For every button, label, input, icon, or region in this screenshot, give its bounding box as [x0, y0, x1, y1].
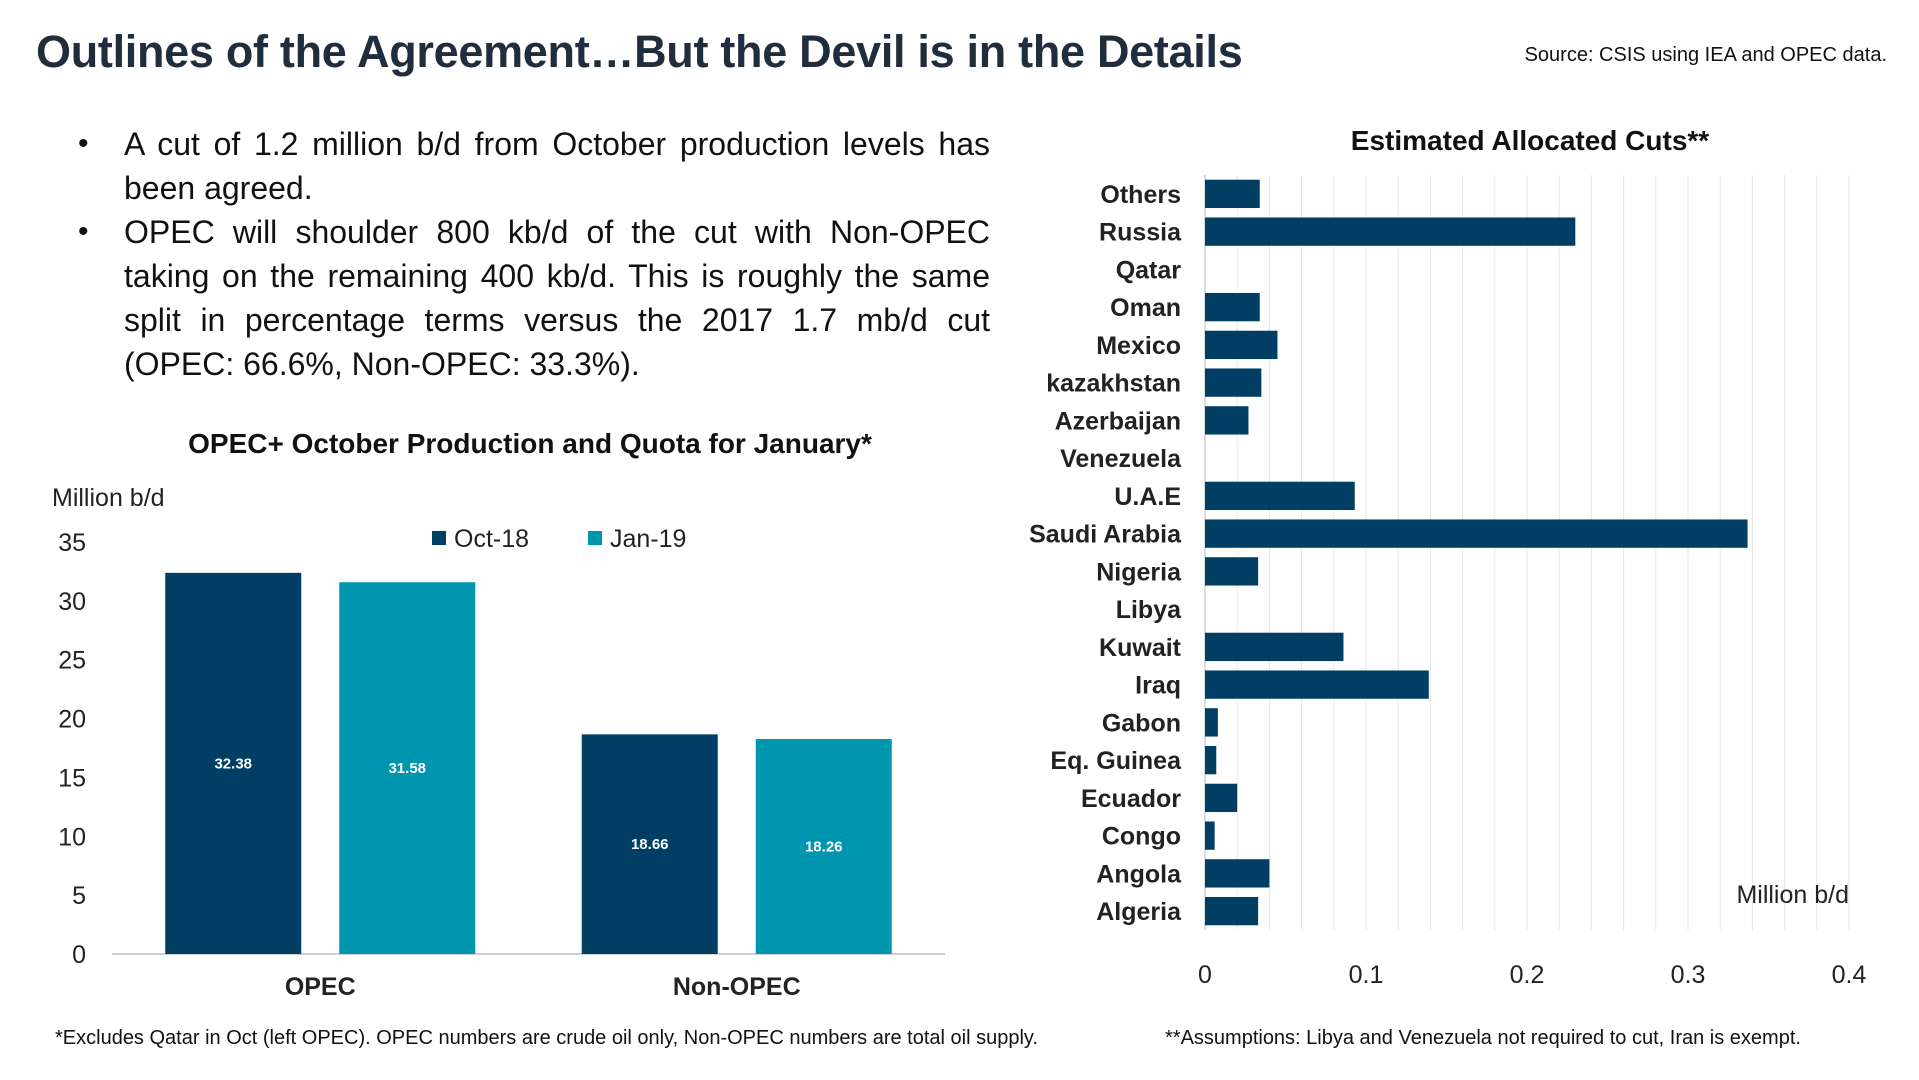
- right-bar-ecuador: [1205, 783, 1238, 813]
- right-x-tick-label: 0: [1198, 961, 1212, 989]
- right-category-label: Saudi Arabia: [1029, 521, 1182, 549]
- right-category-label: U.A.E: [1114, 483, 1181, 511]
- left-legend-label: Jan-19: [610, 525, 686, 553]
- left-bar-non-opec-jan-19: [755, 739, 892, 954]
- right-bar-congo: [1205, 821, 1215, 850]
- right-bar-mexico: [1205, 330, 1278, 360]
- left-bar-opec-jan-19: [339, 582, 476, 954]
- left-legend-label: Oct-18: [454, 525, 529, 553]
- left-y-tick-label: 5: [72, 882, 86, 910]
- right-category-label: Qatar: [1116, 256, 1182, 284]
- right-category-label: Angola: [1096, 860, 1182, 888]
- right-category-label: Congo: [1102, 823, 1181, 851]
- right-bar-azerbaijan: [1205, 406, 1249, 435]
- left-bar-opec-oct-18: [165, 572, 302, 954]
- right-x-axis-label: Million b/d: [1736, 881, 1849, 909]
- bullet-text: A cut of 1.2 million b/d from October pr…: [124, 126, 990, 206]
- left-y-tick-label: 30: [58, 588, 86, 616]
- right-category-label: Kuwait: [1099, 634, 1182, 662]
- right-bar-kazakhstan: [1205, 368, 1262, 397]
- left-y-tick-label: 25: [58, 647, 86, 675]
- right-category-label: Mexico: [1096, 332, 1181, 360]
- right-category-label: Eq. Guinea: [1050, 747, 1182, 775]
- page-title: Outlines of the Agreement…But the Devil …: [36, 26, 1243, 77]
- right-category-label: Others: [1100, 181, 1181, 209]
- right-bar-saudi-arabia: [1205, 519, 1748, 548]
- right-bar-oman: [1205, 292, 1260, 322]
- right-bar-angola: [1205, 859, 1270, 888]
- left-bar-non-opec-oct-18: [581, 734, 718, 954]
- left-bar-data-label: 32.38: [214, 755, 252, 772]
- right-category-label: Iraq: [1135, 672, 1181, 700]
- bullet-marker: •: [78, 215, 89, 248]
- left-bar-data-label: 31.58: [388, 760, 426, 777]
- right-category-label: Nigeria: [1096, 558, 1182, 586]
- right-bar-nigeria: [1205, 557, 1259, 586]
- right-bar-kuwait: [1205, 632, 1344, 662]
- right-bar-others: [1205, 179, 1260, 209]
- right-bar-eq-guinea: [1205, 745, 1217, 775]
- bullet-item: • A cut of 1.2 million b/d from October p…: [72, 122, 990, 210]
- right-category-label: Oman: [1110, 294, 1181, 322]
- left-bar-data-label: 18.66: [631, 836, 669, 853]
- left-x-category-label: Non-OPEC: [673, 973, 801, 1001]
- bullet-text: OPEC will shoulder 800 kb/d of the cut w…: [124, 214, 990, 382]
- left-x-category-label: OPEC: [285, 973, 356, 1001]
- right-category-label: Gabon: [1102, 709, 1181, 737]
- left-y-tick-label: 35: [58, 529, 86, 557]
- bullet-marker: •: [78, 127, 89, 160]
- source-note: Source: CSIS using IEA and OPEC data.: [1524, 44, 1887, 66]
- right-category-label: Libya: [1116, 596, 1182, 624]
- left-y-tick-label: 15: [58, 764, 86, 792]
- right-chart-title: Estimated Allocated Cuts**: [1350, 125, 1710, 156]
- right-bar-u-a-e: [1205, 481, 1355, 511]
- right-category-label: Algeria: [1096, 898, 1182, 926]
- right-x-tick-label: 0.1: [1349, 961, 1384, 989]
- right-category-label: Azerbaijan: [1055, 407, 1181, 435]
- right-category-label: kazakhstan: [1046, 370, 1181, 398]
- right-category-label: Venezuela: [1060, 445, 1182, 473]
- left-y-tick-label: 20: [58, 706, 86, 734]
- right-bar-russia: [1205, 217, 1576, 246]
- bullet-list: • A cut of 1.2 million b/d from October p…: [72, 122, 990, 386]
- right-bar-iraq: [1205, 670, 1429, 699]
- right-bar-gabon: [1205, 708, 1218, 737]
- left-y-tick-label: 0: [72, 941, 86, 969]
- right-x-tick-label: 0.2: [1510, 961, 1545, 989]
- footnote-right: **Assumptions: Libya and Venezuela not r…: [1165, 1027, 1801, 1049]
- left-chart-y-axis-label: Million b/d: [52, 484, 165, 512]
- right-category-label: Ecuador: [1081, 785, 1181, 813]
- right-x-tick-label: 0.3: [1671, 961, 1706, 989]
- footnote-left: *Excludes Qatar in Oct (left OPEC). OPEC…: [55, 1027, 1038, 1049]
- bullet-item: • OPEC will shoulder 800 kb/d of the cut …: [72, 210, 990, 386]
- left-legend-swatch-oct-18: [432, 531, 446, 545]
- left-chart-title: OPEC+ October Production and Quota for J…: [188, 428, 872, 459]
- left-y-tick-label: 10: [58, 823, 86, 851]
- right-bar-algeria: [1205, 896, 1259, 926]
- left-legend-swatch-jan-19: [588, 531, 602, 545]
- right-x-tick-label: 0.4: [1832, 961, 1867, 989]
- left-bar-data-label: 18.26: [805, 839, 843, 856]
- right-category-label: Russia: [1099, 219, 1182, 247]
